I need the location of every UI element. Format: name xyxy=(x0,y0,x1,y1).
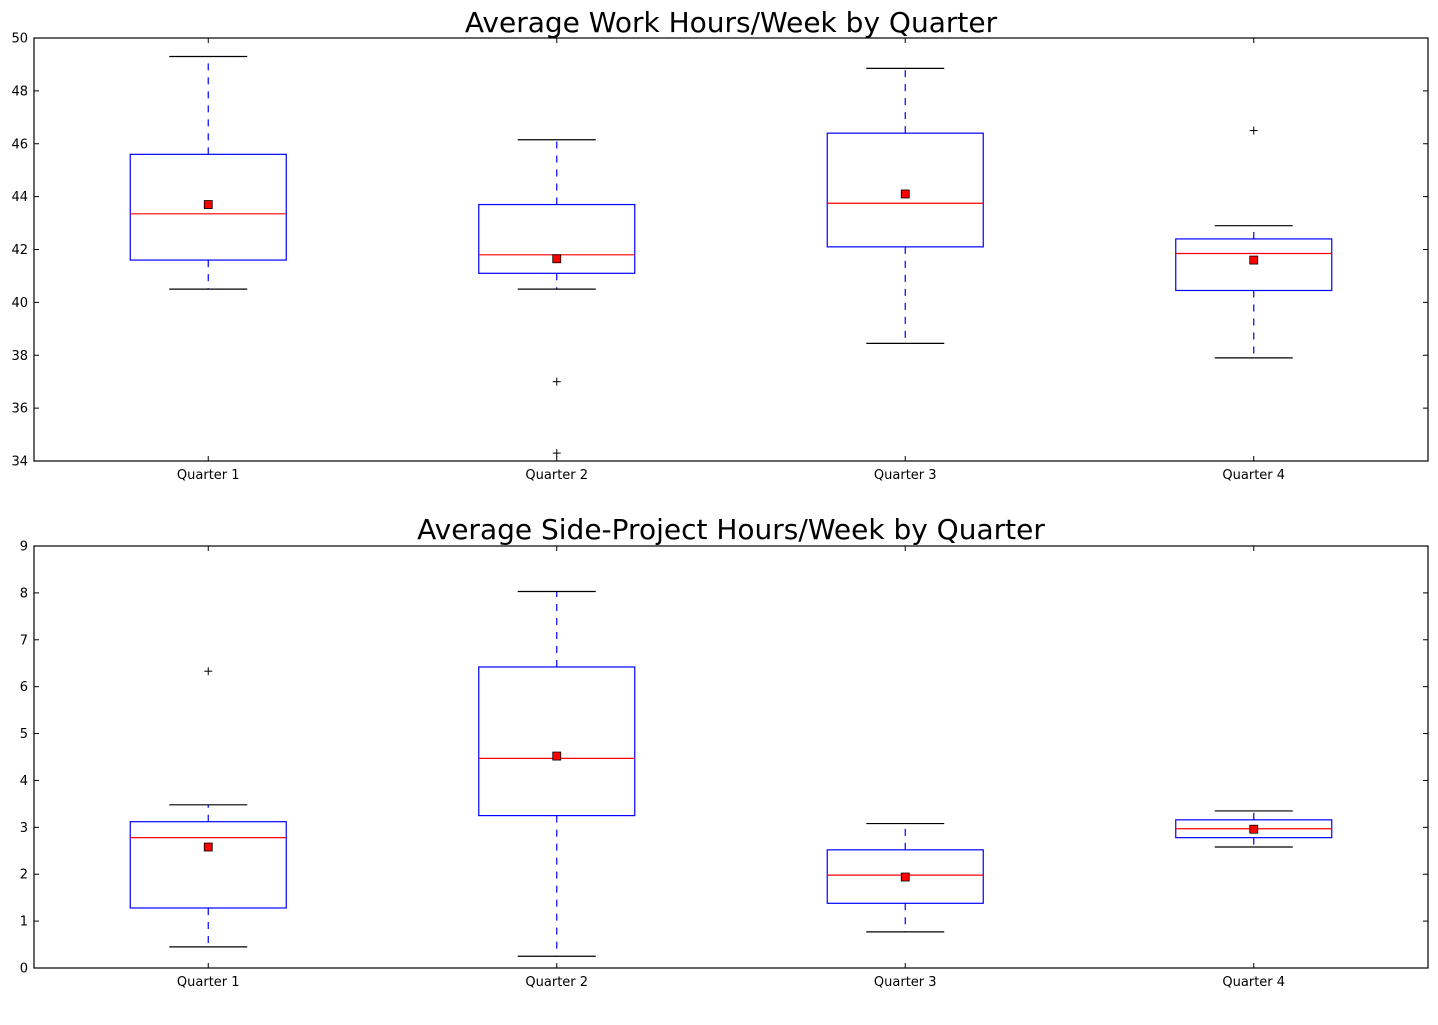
y-tick-label: 34 xyxy=(11,455,28,470)
y-tick-label: 2 xyxy=(20,868,28,883)
mean-marker xyxy=(900,189,910,199)
iqr-box xyxy=(826,132,984,248)
y-tick-label: 38 xyxy=(11,349,28,364)
y-tick-label: 44 xyxy=(11,190,28,205)
mean-marker xyxy=(1249,255,1259,265)
y-tick-label: 42 xyxy=(11,243,28,258)
mean-marker xyxy=(203,200,213,209)
x-tick-label: Quarter 4 xyxy=(1222,468,1285,483)
mean-marker xyxy=(203,842,213,852)
box-4 xyxy=(1175,126,1333,359)
y-tick-label: 46 xyxy=(11,137,28,152)
iqr-box xyxy=(826,849,984,904)
box-4 xyxy=(1175,810,1333,848)
iqr-box xyxy=(478,203,636,274)
y-tick-label: 40 xyxy=(11,296,28,311)
y-tick-label: 6 xyxy=(20,680,28,695)
mean-marker xyxy=(900,872,910,882)
x-tick-label: Quarter 1 xyxy=(177,468,240,483)
flier-point xyxy=(552,449,561,458)
mean-marker xyxy=(1249,824,1259,834)
chart-title: Average Side-Project Hours/Week by Quart… xyxy=(417,513,1045,546)
y-tick-label: 1 xyxy=(20,915,28,930)
y-tick-label: 48 xyxy=(11,84,28,99)
mean-marker xyxy=(552,751,562,761)
x-tick-label: Quarter 3 xyxy=(874,468,937,483)
x-tick-label: Quarter 2 xyxy=(525,975,588,990)
axes-frame xyxy=(33,545,1429,969)
iqr-box xyxy=(1175,238,1333,292)
flier-point xyxy=(204,667,213,676)
y-tick-label: 50 xyxy=(11,32,28,47)
y-tick-label: 36 xyxy=(11,402,28,417)
box-3 xyxy=(826,67,984,344)
x-tick-label: Quarter 2 xyxy=(525,468,588,483)
iqr-box xyxy=(129,821,287,909)
y-tick-label: 7 xyxy=(20,633,28,648)
y-tick-label: 9 xyxy=(20,540,28,555)
flier-point xyxy=(552,377,561,386)
y-tick-label: 8 xyxy=(20,586,28,601)
box-1 xyxy=(129,667,287,948)
flier-point xyxy=(1249,126,1258,135)
box-2 xyxy=(478,139,636,458)
iqr-box xyxy=(478,666,636,817)
box-3 xyxy=(826,822,984,933)
y-tick-label: 4 xyxy=(20,774,28,789)
mean-marker xyxy=(552,254,562,264)
box-2 xyxy=(478,590,636,957)
x-tick-label: Quarter 1 xyxy=(177,975,240,990)
y-tick-label: 0 xyxy=(20,962,28,977)
x-tick-label: Quarter 3 xyxy=(874,975,937,990)
x-tick-label: Quarter 4 xyxy=(1222,975,1285,990)
iqr-box xyxy=(129,153,287,261)
y-tick-label: 3 xyxy=(20,821,28,836)
axes-frame xyxy=(33,37,1429,462)
subplot-2: Average Side-Project Hours/Week by Quart… xyxy=(20,513,1429,990)
box-1 xyxy=(129,55,287,290)
y-tick-label: 5 xyxy=(20,727,28,742)
subplot-1: Average Work Hours/Week by Quarter 34 36 38… xyxy=(11,6,1429,483)
chart-title: Average Work Hours/Week by Quarter xyxy=(465,6,998,39)
